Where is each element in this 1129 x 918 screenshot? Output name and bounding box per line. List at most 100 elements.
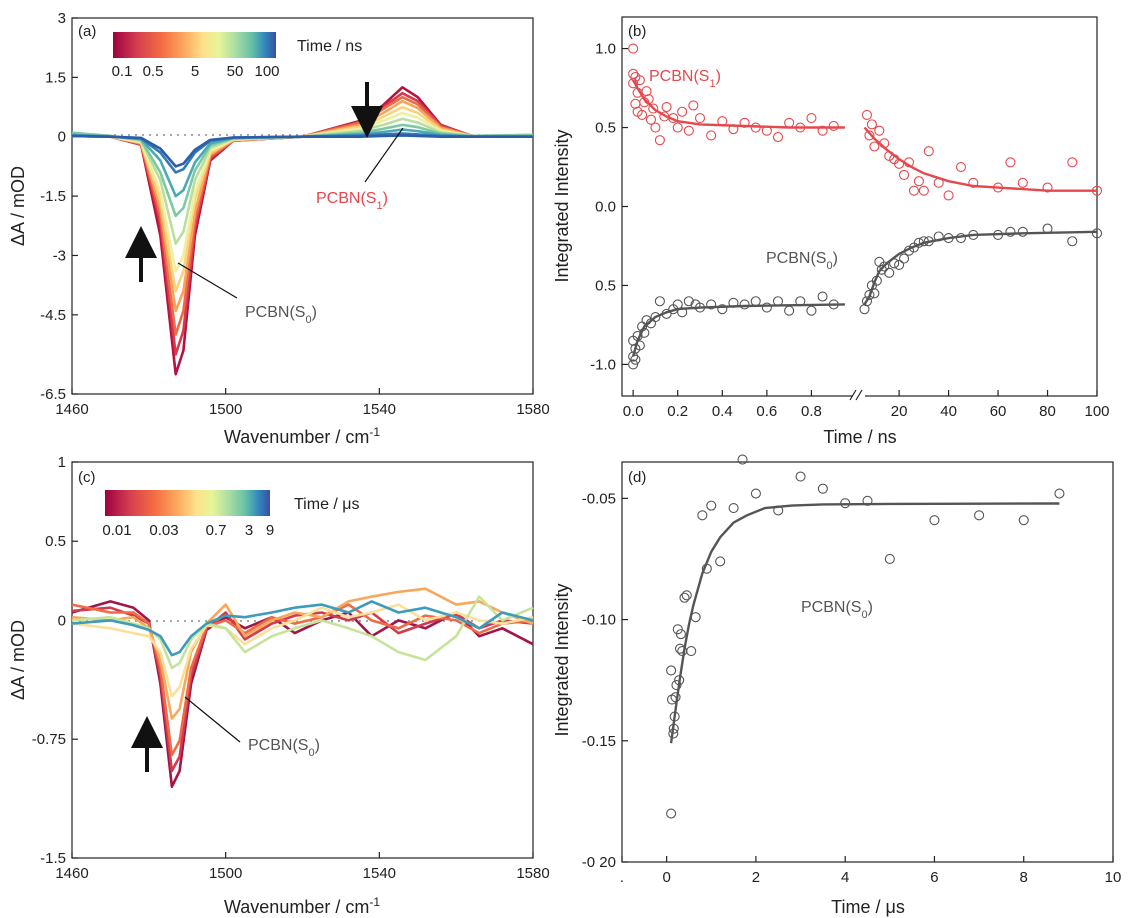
panel-b-fit-line [863, 230, 1098, 306]
panel-b-data-point [884, 150, 895, 162]
panel-d-ytick-label: -0.15 [582, 733, 616, 750]
panel-b-data-point [628, 78, 639, 89]
panel-b-data-point [632, 330, 643, 342]
panel-b-data-point [761, 125, 772, 136]
panel-c-colorbar-title: Time / μs [294, 496, 360, 513]
panel-d-data-point [795, 471, 806, 482]
panel-d: (d) . 0 2 4 6 8 10 -0.05 -0.10 -0.15 -0 20 PCBN(S0… [552, 454, 1122, 917]
panel-d-data-point [668, 728, 679, 739]
panel-b-data-point [1067, 157, 1078, 168]
panel-d-ticks: . 0 2 4 6 8 10 -0.05 -0.10 -0.15 -0 20 [582, 490, 1122, 886]
panel-b-data-point [955, 161, 966, 173]
panel-b-data-point [1017, 177, 1028, 188]
panel-c-ytick-label: 1 [58, 454, 66, 471]
panel-d-data-point [675, 629, 686, 640]
panel-b-data-point [899, 169, 910, 180]
panel-d-data-point [728, 503, 739, 514]
panel-b-data-point [654, 296, 665, 307]
panel-b-data-point [817, 125, 828, 136]
panel-b-data-point [683, 125, 694, 136]
panel-d-data-point [715, 556, 726, 567]
panel-b-xtick-label: 0.6 [756, 403, 777, 420]
panel-b-data-point [1042, 182, 1053, 193]
panel-a-colorbar [113, 32, 276, 58]
panel-b-xtick-label: 40 [940, 403, 957, 420]
panel-b-data-point [993, 182, 1004, 193]
panel-d-data-point [706, 500, 717, 511]
panel-b-data-point [639, 327, 650, 338]
panel-b-axis-break-mark-1 [849, 389, 857, 401]
panel-b-data-point [817, 291, 828, 302]
panel-c-colorbar-tick: 0.01 [102, 522, 131, 539]
panel-d-data-point [773, 505, 784, 516]
panel-b-data-point [864, 130, 875, 141]
panel-c-frame [71, 461, 534, 859]
panel-b-data-point [795, 122, 806, 133]
panel-c-ticks: 1460 1500 1540 1580 1 0.5 0 -0.75 -1.5 [32, 454, 550, 882]
panel-d-data-point [666, 665, 677, 676]
panel-d-series [666, 454, 1065, 819]
panel-b: (b) 1.0 0.5 0.0 0.5 -1.0 0.0 0.2 0.4 0.6 0.8 20 40 6… [552, 16, 1110, 447]
panel-d-data-point [840, 498, 851, 509]
panel-b-data-point [879, 261, 890, 272]
panel-c-s0-label: PCBN(S0) [248, 737, 320, 759]
panel-d-label: (d) [628, 469, 646, 486]
panel-b-ytick-label: 1.0 [595, 41, 616, 58]
panel-b-data-point [943, 190, 954, 201]
panel-c-xtick-label: 1500 [209, 865, 242, 882]
panel-b-data-point [913, 237, 924, 248]
panel-b-data-point [908, 185, 919, 196]
panel-b-data-point [879, 138, 890, 149]
panel-b-data-point [1067, 236, 1078, 247]
panel-c-ylabel: ΔA / mOD [8, 620, 28, 700]
panel-b-data-point [772, 131, 784, 143]
panel-d-frame [621, 461, 1114, 863]
panel-b-data-point [661, 101, 672, 113]
panel-b-data-point [903, 245, 915, 256]
panel-b-data-point [955, 233, 966, 244]
panel-b-data-point [1005, 226, 1016, 237]
panel-a: (a) 1460 1500 1540 158031.50-1.5-3-4.5-6.5 … [8, 10, 550, 447]
panel-b-data-point [677, 307, 688, 318]
panel-b-data-point [650, 311, 661, 323]
panel-d-data-point [677, 646, 688, 657]
panel-b-data-point [874, 125, 885, 136]
panel-b-data-point [828, 120, 839, 132]
panel-b-data-point [1091, 228, 1103, 239]
panel-b-xtick-label: 100 [1084, 403, 1109, 420]
panel-a-series [71, 86, 534, 376]
panel-c-ytick-label: 0 [58, 612, 66, 629]
panel-a-s1-leader [364, 127, 404, 183]
panel-c-ytick-label: -1.5 [40, 850, 66, 867]
panel-b-ticks: 1.0 0.5 0.0 0.5 -1.0 0.0 0.2 0.4 0.6 0.8 20 40 60 80 1… [590, 41, 1109, 420]
panel-d-data-point [690, 612, 701, 623]
panel-c-ytick-label: 0.5 [45, 533, 66, 550]
panel-b-data-point [706, 299, 717, 310]
panel-b-data-point [661, 308, 672, 319]
panel-a-colorbar-tick: 50 [227, 63, 244, 80]
panel-d-data-point [668, 723, 679, 734]
panel-d-data-point [686, 646, 697, 657]
panel-b-data-point [1005, 157, 1016, 168]
panel-b-data-point [889, 258, 900, 269]
panel-d-xlabel: Time / μs [831, 897, 905, 917]
panel-d-ytick-label: -0.05 [582, 490, 616, 507]
panel-c-xtick-label: 1540 [363, 865, 396, 882]
panel-b-s0-label: PCBN(S0) [766, 250, 838, 272]
panel-d-data-point [1054, 488, 1065, 499]
panel-a-series-line [71, 86, 534, 376]
panel-b-data-point [628, 43, 639, 54]
panel-a-ytick-label: 1.5 [45, 69, 66, 86]
panel-d-data-point [670, 692, 681, 703]
panel-b-data-point [761, 302, 772, 313]
panel-b-data-point [654, 135, 665, 146]
panel-a-colorbar-title: Time / ns [297, 38, 362, 55]
panel-b-data-point [828, 299, 839, 310]
panel-a-series-line [71, 134, 533, 168]
panel-a-xlabel: Wavenumber / cm-1 [224, 425, 380, 447]
panel-b-ytick-label: -1.0 [590, 356, 616, 373]
panel-b-data-point [739, 117, 750, 128]
panel-d-xtick-label: . [620, 869, 624, 886]
panel-a-colorbar-ticks: 0.1 0.5 5 50 100 [112, 63, 280, 80]
